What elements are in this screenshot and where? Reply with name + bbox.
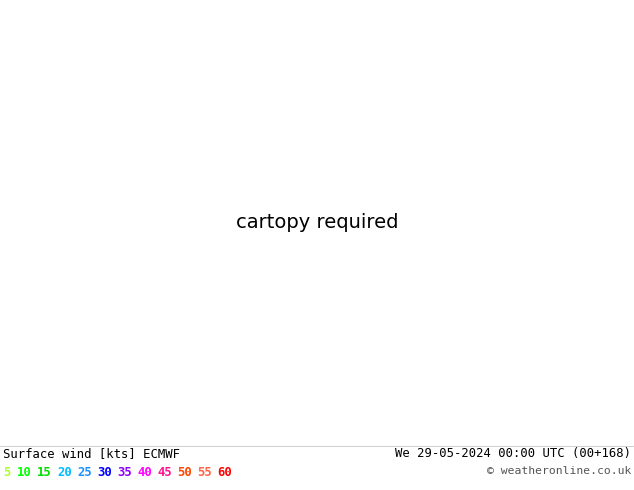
Text: © weatheronline.co.uk: © weatheronline.co.uk <box>487 466 631 476</box>
Text: 30: 30 <box>97 466 112 479</box>
Text: 45: 45 <box>157 466 172 479</box>
Text: We 29-05-2024 00:00 UTC (00+168): We 29-05-2024 00:00 UTC (00+168) <box>395 447 631 460</box>
Text: 5: 5 <box>3 466 10 479</box>
Text: Surface wind [kts] ECMWF: Surface wind [kts] ECMWF <box>3 447 180 460</box>
Text: 35: 35 <box>117 466 132 479</box>
Text: 50: 50 <box>177 466 191 479</box>
Text: 55: 55 <box>197 466 212 479</box>
Text: 15: 15 <box>37 466 52 479</box>
Text: cartopy required: cartopy required <box>236 214 398 232</box>
Text: 20: 20 <box>57 466 72 479</box>
Text: 40: 40 <box>137 466 152 479</box>
Text: 25: 25 <box>77 466 92 479</box>
Text: 10: 10 <box>17 466 32 479</box>
Text: 60: 60 <box>217 466 232 479</box>
